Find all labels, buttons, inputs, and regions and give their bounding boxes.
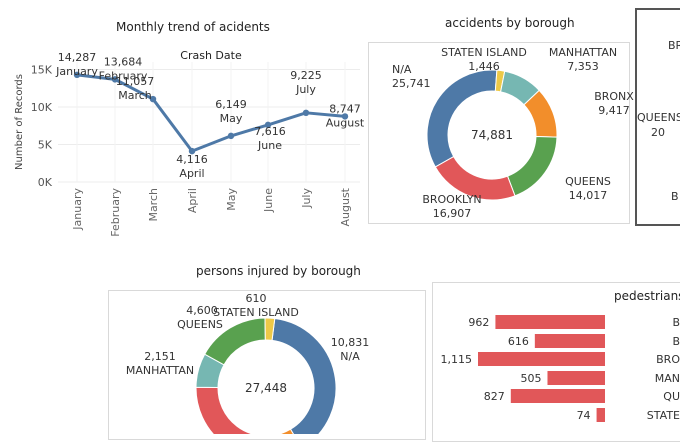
pedestrians-bar-value-label: 74 xyxy=(577,409,591,422)
borough-slice-category-label: MANHATTAN xyxy=(549,46,617,59)
line-chart-data-label-month: May xyxy=(220,112,243,125)
line-chart-x-tick: March xyxy=(147,188,160,222)
line-chart-x-tick: January xyxy=(71,188,84,231)
line-chart-x-tick: February xyxy=(109,188,122,237)
pedestrians-bar-value-label: 505 xyxy=(520,372,541,385)
borough-slice-category-label: BRONX xyxy=(594,90,634,103)
line-chart-y-tick: 10K xyxy=(31,101,53,114)
line-chart-data-label: 4,116 xyxy=(176,153,208,166)
line-chart-y-axis-title: Number of Records xyxy=(14,74,25,170)
line-chart-point xyxy=(73,71,81,79)
injured-slice-category-label: N/A xyxy=(340,350,360,363)
injured-slice-category-label: STATEN ISLAND xyxy=(213,306,299,319)
line-chart-point xyxy=(302,109,310,117)
borough-slice-value-label: 16,907 xyxy=(433,207,472,220)
injured-chart-title: persons injured by borough xyxy=(196,264,361,278)
line-chart-data-label-month: June xyxy=(257,139,282,152)
line-chart-data-label: 8,747 xyxy=(329,102,361,115)
line-chart-data-label: 14,287 xyxy=(58,51,97,64)
pedestrians-category-label: STATE xyxy=(647,409,680,422)
borough-donut-slice xyxy=(506,135,558,197)
line-chart-series-line xyxy=(76,73,346,153)
injured-slice-value-label: 4,600 xyxy=(186,304,218,317)
pedestrians-bar xyxy=(596,408,605,422)
line-chart-data-label: 11,057 xyxy=(116,75,155,88)
line-chart-x-tick: April xyxy=(186,188,199,213)
injured-slice-value-label: 2,151 xyxy=(144,350,176,363)
pedestrians-category-label: B xyxy=(672,335,680,348)
pedestrians-category-label: MAN xyxy=(655,372,680,385)
line-chart-data-label-month: January xyxy=(55,65,98,78)
line-chart-point xyxy=(227,132,235,140)
line-chart-point xyxy=(111,76,119,83)
partial-panel-label: B xyxy=(671,190,679,203)
line-chart-point xyxy=(264,121,272,129)
pedestrians-bar-value-label: 616 xyxy=(508,335,529,348)
borough-slice-category-label: STATEN ISLAND xyxy=(441,46,527,59)
borough-slice-category-label: BROOKLYN xyxy=(422,193,481,206)
pedestrians-category-label: B xyxy=(672,316,680,329)
pedestrians-bar-value-label: 827 xyxy=(484,390,505,403)
line-chart-data-label-month: February xyxy=(99,69,148,82)
injured-slice-category-label: QUEENS xyxy=(177,318,223,331)
line-chart-data-label-month: March xyxy=(118,89,152,102)
line-chart-data-label: 6,149 xyxy=(215,98,247,111)
line-chart-x-tick: June xyxy=(262,188,275,213)
pedestrians-bar-value-label: 1,115 xyxy=(441,353,473,366)
line-chart-data-label: 9,225 xyxy=(290,69,322,82)
injured-donut-slice xyxy=(264,317,276,341)
partial-panel-label: QUEENS xyxy=(637,111,680,124)
line-chart-x-tick: July xyxy=(300,188,313,209)
borough-donut-total: 74,881 xyxy=(471,128,513,142)
line-chart-data-label-month: August xyxy=(326,116,365,129)
line-chart-data-label-month: April xyxy=(179,167,204,180)
pedestrians-chart-title: pedestrians xyxy=(614,289,680,303)
borough-donut-slice xyxy=(434,155,516,201)
pedestrians-bar xyxy=(510,389,605,403)
pedestrians-bar xyxy=(495,315,605,329)
injured-donut-slice xyxy=(278,428,294,434)
partial-panel-label: 20 xyxy=(651,126,665,139)
pedestrians-bar-value-label: 962 xyxy=(468,316,489,329)
partial-panel-label: BR xyxy=(668,39,680,52)
injured-donut-slice xyxy=(271,317,337,434)
line-chart-title: Monthly trend of acidents xyxy=(116,20,270,34)
line-chart-y-tick: 0K xyxy=(38,176,53,189)
pedestrians-category-label: BRO xyxy=(656,353,680,366)
line-chart-point xyxy=(341,113,349,120)
borough-slice-value-label: 14,017 xyxy=(569,189,608,202)
injured-slice-category-label: MANHATTAN xyxy=(126,364,194,377)
borough-slice-value-label: 25,741 xyxy=(392,77,431,90)
line-chart-y-tick: 5K xyxy=(38,139,53,152)
pedestrians-bar xyxy=(478,352,605,366)
line-chart-data-label: 13,684 xyxy=(104,55,143,68)
line-chart-data-label: 7,616 xyxy=(254,125,286,138)
line-chart-subtitle: Crash Date xyxy=(180,49,242,62)
pedestrians-bar xyxy=(534,334,605,348)
injured-slice-value-label: 610 xyxy=(246,292,267,305)
borough-chart-title: accidents by borough xyxy=(445,16,575,30)
borough-slice-category-label: N/A xyxy=(392,63,412,76)
line-chart-x-tick: August xyxy=(339,187,352,226)
injured-slice-value-label: 10,831 xyxy=(331,336,370,349)
borough-slice-value-label: 9,417 xyxy=(598,104,630,117)
line-chart-point xyxy=(188,147,196,155)
line-chart-x-tick: May xyxy=(225,188,238,211)
borough-slice-value-label: 7,353 xyxy=(567,60,599,73)
pedestrians-bar xyxy=(547,371,605,385)
injured-chart-panel xyxy=(108,290,426,440)
borough-slice-value-label: 1,446 xyxy=(468,60,500,73)
borough-slice-category-label: QUEENS xyxy=(565,175,611,188)
partial-chart-panel xyxy=(635,8,680,226)
line-chart-y-tick: 15K xyxy=(31,64,53,77)
pedestrians-category-label: QU xyxy=(663,390,680,403)
line-chart-point xyxy=(149,95,157,103)
injured-donut-total: 27,448 xyxy=(245,381,287,395)
line-chart-data-label-month: July xyxy=(295,83,316,96)
borough-donut-slice xyxy=(426,69,498,168)
